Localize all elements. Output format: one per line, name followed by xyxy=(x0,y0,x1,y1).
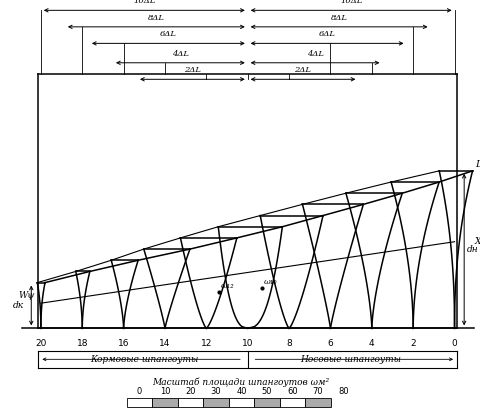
Text: 4: 4 xyxy=(368,339,374,348)
Text: Носовые шпангоуты: Носовые шпангоуты xyxy=(300,355,401,364)
Text: 30: 30 xyxy=(210,387,221,396)
Text: 40: 40 xyxy=(236,387,246,396)
Text: 10ΔL: 10ΔL xyxy=(339,0,361,5)
Bar xyxy=(253,398,279,407)
Text: dк: dк xyxy=(13,301,24,310)
Text: 16: 16 xyxy=(118,339,129,348)
Text: 60: 60 xyxy=(287,387,297,396)
Text: 8: 8 xyxy=(286,339,291,348)
Text: dн: dн xyxy=(466,245,477,254)
Text: 80: 80 xyxy=(337,387,348,396)
Text: 20: 20 xyxy=(185,387,195,396)
Text: 10: 10 xyxy=(241,339,253,348)
Text: Масштаб площади шпангоутов ωм²: Масштаб площади шпангоутов ωм² xyxy=(152,378,328,387)
Text: 0: 0 xyxy=(137,387,142,396)
Text: 14: 14 xyxy=(159,339,170,348)
Text: 20: 20 xyxy=(35,339,47,348)
Text: 2: 2 xyxy=(409,339,415,348)
Text: Lψ: Lψ xyxy=(474,160,480,169)
Bar xyxy=(279,398,304,407)
Text: 12: 12 xyxy=(200,339,212,348)
Text: 6ΔL: 6ΔL xyxy=(159,31,177,38)
Bar xyxy=(126,398,152,407)
Bar xyxy=(177,398,203,407)
Bar xyxy=(152,398,177,407)
Text: 10: 10 xyxy=(159,387,170,396)
Text: 4ΔL: 4ΔL xyxy=(306,50,323,58)
Text: 6: 6 xyxy=(327,339,333,348)
Bar xyxy=(304,398,330,407)
Bar xyxy=(203,398,228,407)
Text: Кормовые шпангоуты: Кормовые шпангоуты xyxy=(90,355,198,364)
Text: 50: 50 xyxy=(261,387,272,396)
Text: 18: 18 xyxy=(76,339,88,348)
Text: ω₁₀: ω₁₀ xyxy=(264,278,277,286)
Text: 8ΔL: 8ΔL xyxy=(147,14,165,22)
Text: 8ΔL: 8ΔL xyxy=(330,14,347,22)
Bar xyxy=(228,398,253,407)
Text: 2ΔL: 2ΔL xyxy=(183,66,201,74)
Text: Xвл: Xвл xyxy=(474,237,480,246)
Text: 0: 0 xyxy=(451,339,456,348)
Text: 70: 70 xyxy=(312,387,323,396)
Text: 6ΔL: 6ΔL xyxy=(318,31,335,38)
Text: 10ΔL: 10ΔL xyxy=(133,0,155,5)
Text: ω₁₂: ω₁₂ xyxy=(220,282,234,290)
Text: 2ΔL: 2ΔL xyxy=(294,66,311,74)
Text: Wψ: Wψ xyxy=(19,291,35,300)
Text: 4ΔL: 4ΔL xyxy=(171,50,189,58)
